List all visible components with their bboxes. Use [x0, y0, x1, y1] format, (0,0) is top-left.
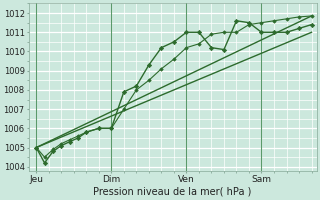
X-axis label: Pression niveau de la mer( hPa ): Pression niveau de la mer( hPa ): [93, 187, 252, 197]
